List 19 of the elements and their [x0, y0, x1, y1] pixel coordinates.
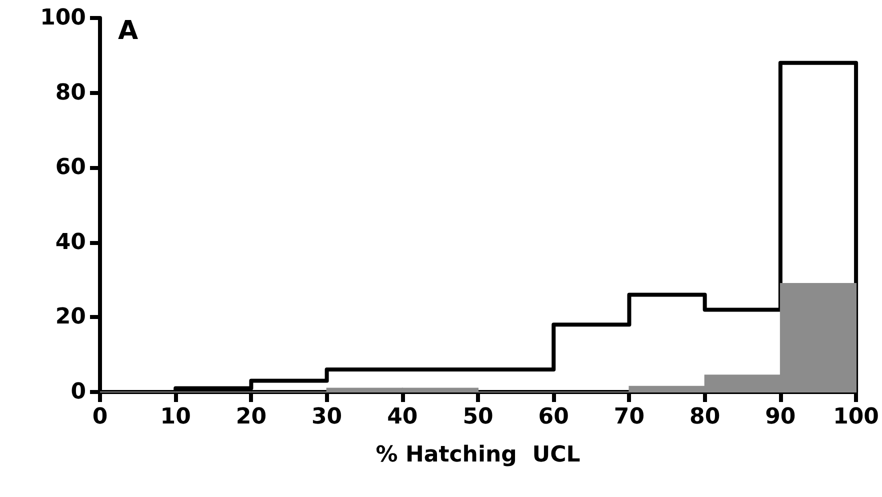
y-tick-label: 80 [55, 80, 86, 106]
x-tick-label: 60 [538, 404, 569, 430]
x-tick-label: 90 [765, 404, 796, 430]
y-tick-label: 100 [40, 6, 86, 30]
x-tick-label: 0 [92, 404, 108, 430]
x-tick-label: 70 [614, 404, 645, 430]
y-tick-label: 60 [55, 155, 86, 180]
y-tick-label: 0 [70, 380, 86, 404]
x-tick-label: 10 [160, 404, 191, 430]
y-tick-label: 20 [55, 304, 86, 330]
x-tick-label: 100 [833, 404, 880, 430]
x-tick-label: 40 [387, 404, 418, 430]
annotation: A [118, 16, 138, 46]
x-tick-label: 80 [690, 404, 720, 430]
x-tick-label: 30 [312, 404, 342, 430]
x-tick-label: 50 [462, 404, 494, 430]
y-tick-label: 40 [55, 230, 86, 255]
x-tick-label: 20 [236, 404, 267, 430]
x-axis-title: % Hatching UCL [376, 442, 580, 468]
